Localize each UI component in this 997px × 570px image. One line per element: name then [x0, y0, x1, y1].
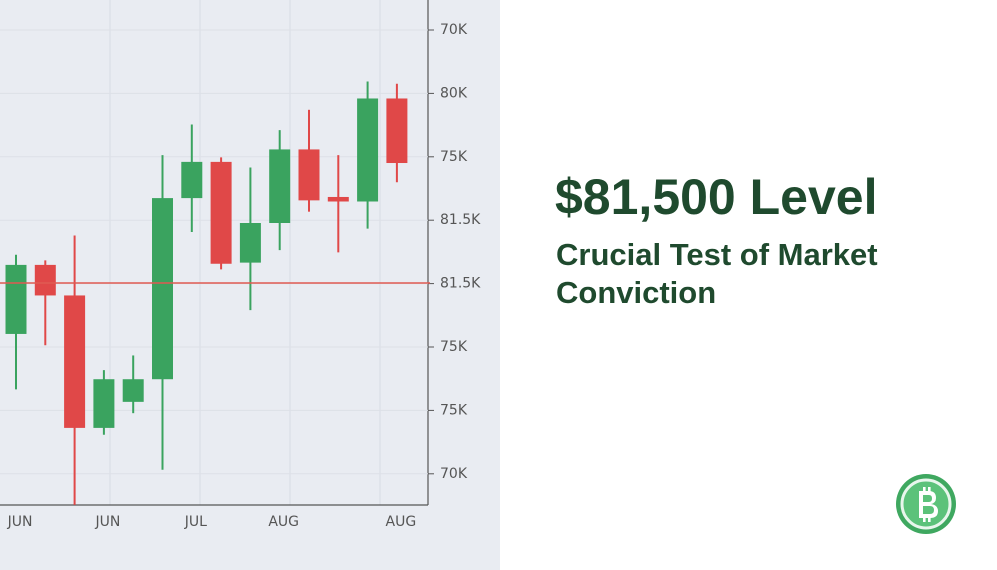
x-tick-label: JUN	[7, 514, 33, 530]
candle-body	[269, 149, 291, 224]
candle-body	[239, 223, 261, 263]
y-tick-label: 75K	[440, 402, 468, 418]
candle-body	[298, 149, 320, 201]
candle-body	[5, 264, 27, 334]
candle-body	[210, 161, 232, 264]
headline-title: $81,500 Level	[555, 169, 878, 225]
y-tick-label: 81.5K	[440, 212, 481, 228]
candle-body	[93, 379, 115, 428]
x-tick-label: JUL	[184, 514, 207, 530]
x-tick-label: AUG	[386, 514, 417, 530]
candle-body	[34, 264, 56, 296]
y-tick-label: 80K	[440, 85, 468, 101]
y-tick-label: 70K	[440, 22, 468, 38]
bitcoin-logo	[896, 474, 956, 534]
x-tick-label: AUG	[268, 514, 299, 530]
candle-body	[152, 198, 173, 380]
y-tick-label: 70K	[440, 466, 468, 482]
candle-body	[122, 379, 144, 402]
headline-subtitle: Crucial Test of Market Conviction	[556, 237, 878, 310]
candle-body	[181, 161, 203, 199]
chart: 70K 80K 75K 81.5K 81.5K 75K 75K 70K JUN JUN JUL AUG…	[0, 0, 500, 570]
x-tick-label: JUN	[94, 514, 120, 530]
candle-body	[386, 98, 408, 164]
candle-body	[64, 295, 86, 428]
y-tick-label: 75K	[440, 339, 468, 355]
candle-body	[327, 196, 349, 202]
candle-body	[357, 98, 379, 202]
y-tick-label: 75K	[440, 149, 468, 165]
y-tick-label: 81.5K	[440, 276, 481, 292]
